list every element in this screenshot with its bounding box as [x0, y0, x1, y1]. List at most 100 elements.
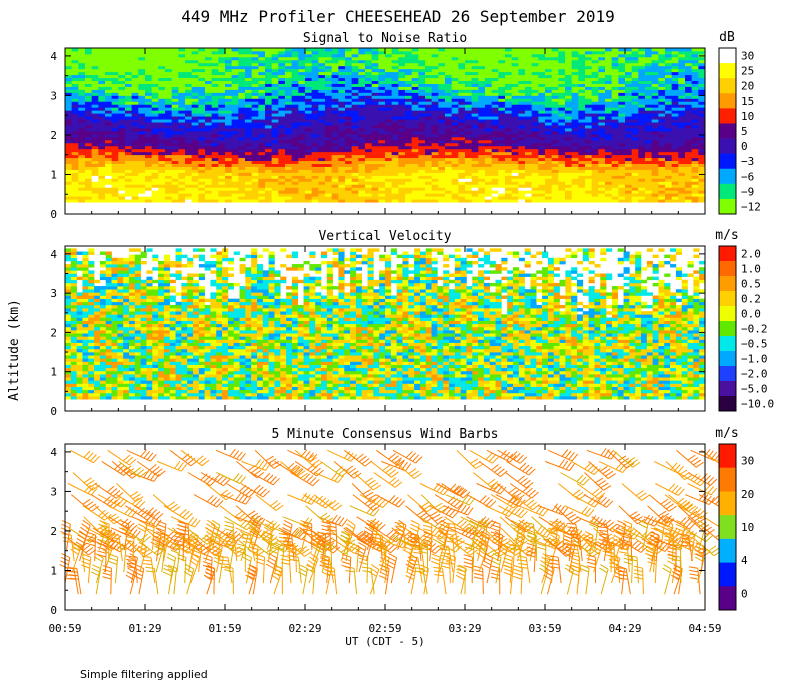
snr-cell [438, 131, 446, 135]
snr-cell [231, 181, 239, 185]
snr-cell [278, 131, 286, 135]
snr-cell [271, 184, 279, 188]
snr-cell [185, 56, 193, 61]
snr-cell [98, 98, 106, 102]
snr-cell [325, 110, 333, 114]
snr-cell [111, 68, 119, 73]
snr-cell [678, 92, 686, 96]
snr-cell [185, 151, 193, 156]
snr-cell [565, 187, 573, 191]
snr-cell [685, 107, 693, 111]
snr-cell [645, 50, 653, 55]
snr-cell [205, 122, 213, 126]
snr-cell [451, 166, 459, 170]
snr-cell [391, 56, 399, 61]
snr-cell [198, 86, 206, 90]
snr-cell [231, 71, 239, 76]
snr-cell [151, 166, 159, 170]
snr-cell [145, 169, 153, 173]
snr-cell [285, 92, 293, 96]
snr-cell [311, 196, 319, 200]
snr-cell [225, 116, 233, 120]
snr-cell [191, 62, 199, 67]
snr-cell [211, 163, 219, 167]
snr-cell [151, 101, 159, 105]
snr-cell [431, 50, 439, 55]
snr-cell [198, 175, 206, 179]
snr-cell [505, 196, 513, 200]
snr-cell [545, 187, 553, 191]
snr-cell [145, 187, 153, 191]
snr-cell [358, 193, 366, 197]
snr-cell [158, 157, 166, 162]
snr-cell [198, 190, 206, 194]
snr-cell [145, 139, 153, 144]
snr-cell [365, 157, 373, 162]
snr-cell [158, 50, 166, 55]
snr-cell [171, 154, 179, 159]
snr-cell [451, 62, 459, 67]
snr-cell [85, 56, 93, 61]
snr-cell [291, 184, 299, 188]
snr-cell [491, 122, 499, 126]
snr-cell [598, 71, 606, 76]
snr-cell [431, 125, 439, 129]
snr-cell [518, 178, 526, 182]
snr-cell [165, 157, 173, 162]
snr-cell [465, 89, 473, 93]
snr-cell [478, 142, 486, 147]
snr-cell [431, 163, 439, 167]
snr-cell [218, 119, 226, 123]
snr-cell [365, 101, 373, 105]
snr-cell [598, 199, 606, 203]
snr-cell [138, 53, 146, 58]
snr-cell [285, 133, 293, 138]
snr-column [418, 48, 426, 203]
snr-cell [631, 160, 639, 164]
snr-cell [558, 151, 566, 156]
snr-cell [111, 178, 119, 182]
snr-cell [525, 190, 533, 194]
snr-cell [551, 71, 559, 76]
snr-cell [605, 77, 613, 81]
snr-cell [311, 166, 319, 170]
snr-cell [391, 74, 399, 79]
snr-cell [418, 62, 426, 67]
snr-cell [78, 101, 86, 105]
snr-cell [298, 107, 306, 111]
snr-cell [391, 151, 399, 156]
snr-cell [391, 50, 399, 55]
snr-cell [411, 172, 419, 176]
snr-cell [78, 95, 86, 99]
snr-cell [651, 119, 659, 123]
snr-cell [385, 56, 393, 61]
snr-cell [191, 107, 199, 111]
snr-cell [298, 80, 306, 84]
snr-cell [451, 178, 459, 182]
snr-cell [558, 196, 566, 200]
snr-cell [78, 53, 86, 58]
snr-cell [378, 65, 386, 70]
snr-cell [198, 139, 206, 144]
snr-cell [211, 169, 219, 173]
snr-cell [165, 48, 173, 52]
snr-cell [265, 196, 273, 200]
snr-cell [351, 50, 359, 55]
snr-cell [405, 131, 413, 135]
snr-cell [311, 71, 319, 76]
snr-cell [278, 92, 286, 96]
snr-cell [191, 136, 199, 141]
snr-cell [71, 119, 79, 123]
snr-cell [631, 113, 639, 117]
snr-cell [545, 175, 553, 179]
snr-cell [245, 184, 253, 188]
snr-cell [531, 68, 539, 73]
snr-cell [485, 71, 493, 76]
snr-cell [385, 187, 393, 191]
snr-cell [211, 199, 219, 203]
snr-cell [438, 48, 446, 52]
snr-cell [298, 142, 306, 147]
snr-cell [331, 160, 339, 164]
snr-cell [351, 71, 359, 76]
snr-cell [465, 172, 473, 176]
